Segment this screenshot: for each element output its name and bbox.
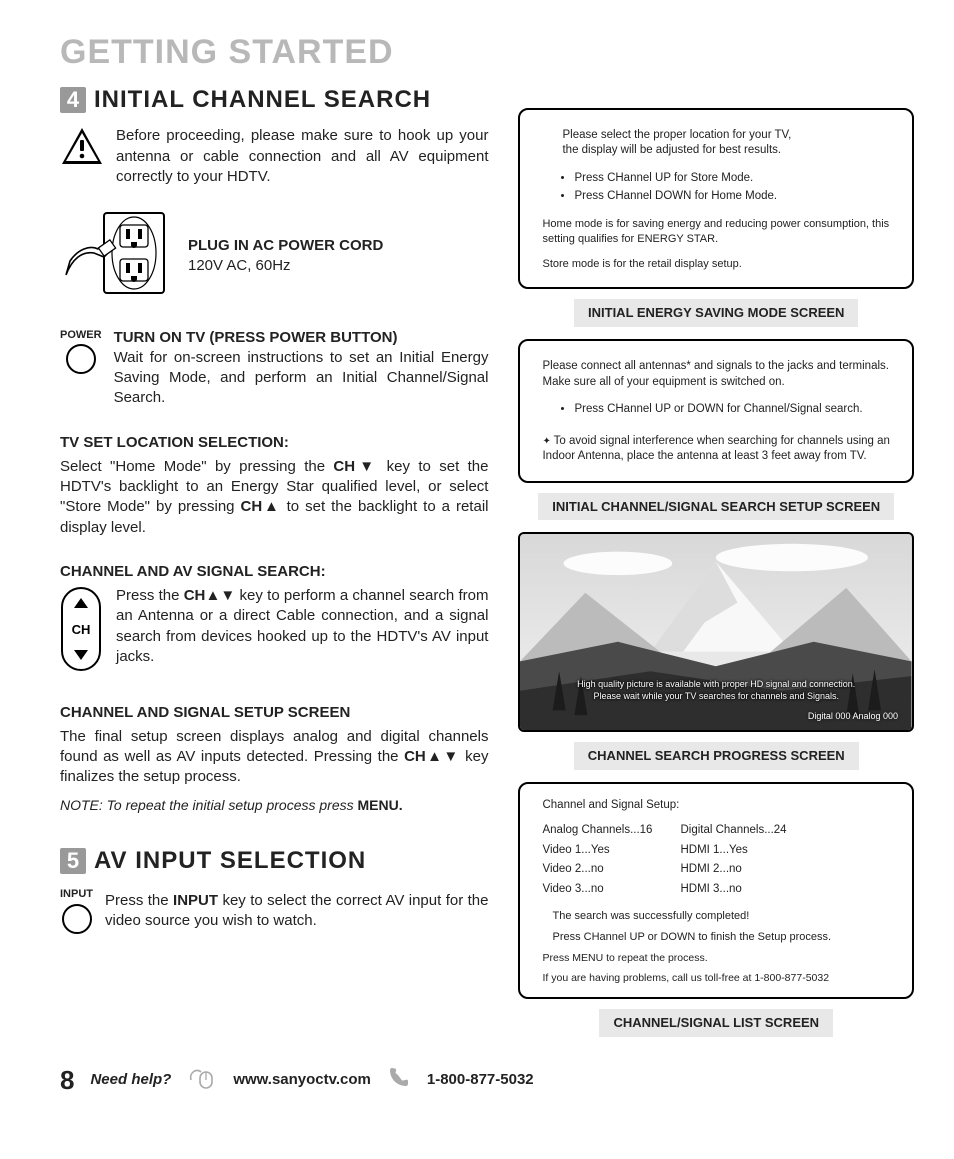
section-4-title: INITIAL CHANNEL SEARCH: [94, 84, 431, 116]
progress-caption: CHANNEL SEARCH PROGRESS SCREEN: [574, 742, 859, 770]
energy-foot1: Home mode is for saving energy and reduc…: [542, 217, 890, 247]
energy-foot2: Store mode is for the retail display set…: [542, 257, 890, 272]
energy-line2: the display will be adjusted for best re…: [562, 143, 890, 159]
footer-phone: 1-800-877-5032: [427, 1070, 534, 1090]
list-caption: CHANNEL/SIGNAL LIST SCREEN: [599, 1009, 833, 1037]
progress-bar-text: Digital 000 Analog 000: [808, 710, 898, 722]
setup-screen-title: CHANNEL AND SIGNAL SETUP SCREEN: [60, 703, 488, 723]
section-4-header: 4 INITIAL CHANNEL SEARCH: [60, 84, 488, 116]
energy-bullet-1: Press CHannel UP for Store Mode.: [574, 171, 890, 187]
progress-overlay-2: Please wait while your TV searches for c…: [530, 690, 902, 702]
setup-note: NOTE: To repeat the initial setup proces…: [60, 796, 488, 815]
list-msg1: The search was successfully completed!: [552, 909, 890, 924]
svg-text:CH: CH: [72, 622, 91, 637]
chsearch-caption: INITIAL CHANNEL/SIGNAL SEARCH SETUP SCRE…: [538, 493, 894, 521]
section-5-header: 5 AV INPUT SELECTION: [60, 845, 488, 877]
list-r3: HDMI 2...no: [680, 860, 786, 880]
power-outlet-icon: [60, 207, 170, 306]
energy-line1: Please select the proper location for yo…: [562, 128, 890, 144]
energy-caption: INITIAL ENERGY SAVING MODE SCREEN: [574, 299, 858, 327]
channel-signal-list-screen: Channel and Signal Setup: Analog Channel…: [518, 782, 914, 1000]
plug-sub: 120V AC, 60Hz: [188, 256, 383, 276]
turn-on-text: Wait for on-screen instructions to set a…: [114, 348, 489, 409]
power-label: POWER: [60, 329, 102, 341]
section-4-badge: 4: [60, 87, 86, 113]
setup-screen-text: The final setup screen displays analog a…: [60, 727, 488, 788]
list-l3: Video 2...no: [542, 860, 652, 880]
chsearch-star: To avoid signal interference when search…: [542, 434, 890, 465]
input-label: INPUT: [60, 888, 93, 900]
section-5-title: AV INPUT SELECTION: [94, 845, 366, 877]
left-column: 4 INITIAL CHANNEL SEARCH Before proceedi…: [60, 84, 488, 1037]
list-l2: Video 1...Yes: [542, 841, 652, 861]
warning-text: Before proceeding, please make sure to h…: [116, 126, 488, 187]
list-r4: HDMI 3...no: [680, 880, 786, 900]
list-l4: Video 3...no: [542, 880, 652, 900]
channel-search-progress-screen: High quality picture is available with p…: [518, 532, 914, 732]
list-title: Channel and Signal Setup:: [542, 798, 890, 814]
av-search-text: Press the CH▲▼ key to perform a channel …: [116, 586, 488, 667]
list-l1: Analog Channels...16: [542, 821, 652, 841]
section-5-badge: 5: [60, 848, 86, 874]
page-title: GETTING STARTED: [60, 30, 914, 76]
chsearch-line1: Please connect all antennas* and signals…: [542, 359, 890, 390]
plug-title: PLUG IN AC POWER CORD: [188, 236, 383, 256]
need-help-label: Need help?: [90, 1070, 171, 1090]
progress-overlay-1: High quality picture is available with p…: [530, 678, 902, 690]
input-text: Press the INPUT key to select the correc…: [105, 887, 488, 932]
chsearch-bullet1: Press CHannel UP or DOWN for Channel/Sig…: [574, 402, 890, 418]
energy-mode-screen: Please select the proper location for yo…: [518, 108, 914, 290]
av-search-title: CHANNEL AND AV SIGNAL SEARCH:: [60, 562, 488, 582]
channel-search-setup-screen: Please connect all antennas* and signals…: [518, 339, 914, 483]
list-small1: Press MENU to repeat the process.: [542, 951, 890, 965]
list-r1: Digital Channels...24: [680, 821, 786, 841]
power-button-icon: POWER: [60, 328, 102, 375]
mouse-icon: [187, 1064, 217, 1096]
ch-button-icon: CH: [60, 586, 102, 679]
footer: 8 Need help? www.sanyoctv.com 1-800-877-…: [60, 1063, 914, 1098]
list-r2: HDMI 1...Yes: [680, 841, 786, 861]
right-column: Please select the proper location for yo…: [518, 84, 914, 1037]
warning-icon: [60, 126, 104, 173]
footer-url: www.sanyoctv.com: [233, 1070, 371, 1090]
list-small2: If you are having problems, call us toll…: [542, 971, 890, 985]
list-msg2: Press CHannel UP or DOWN to finish the S…: [552, 930, 890, 945]
input-button-icon: INPUT: [60, 887, 93, 934]
location-title: TV SET LOCATION SELECTION:: [60, 433, 488, 453]
turn-on-title: TURN ON TV (PRESS POWER BUTTON): [114, 328, 489, 348]
energy-bullet-2: Press CHannel DOWN for Home Mode.: [574, 189, 890, 205]
phone-icon: [387, 1065, 411, 1095]
location-text: Select "Home Mode" by pressing the CH▼ k…: [60, 457, 488, 538]
page-number: 8: [60, 1063, 74, 1098]
